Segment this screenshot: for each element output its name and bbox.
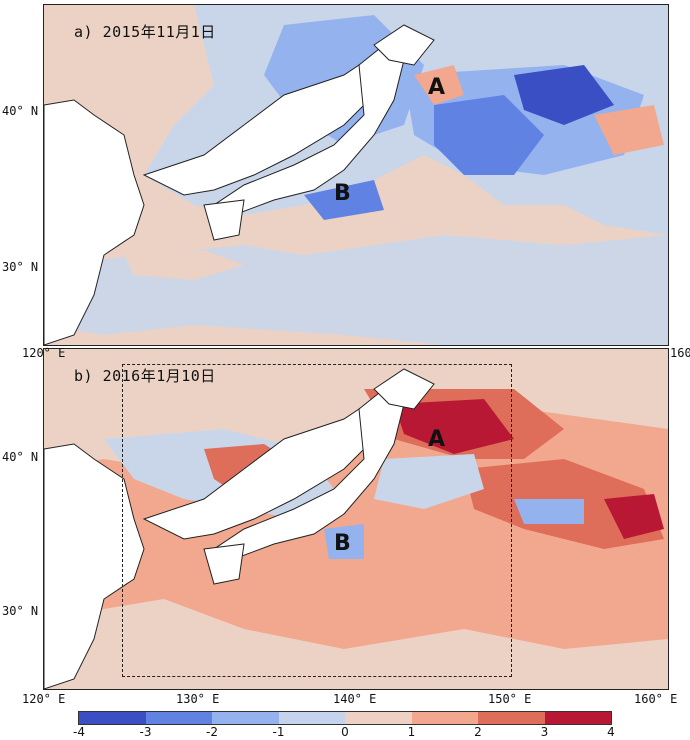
map-panel-b-field [44, 349, 668, 689]
colorbar-swatch [478, 712, 545, 724]
panel-a-title: a) 2015年11月1日 [74, 23, 216, 41]
colorbar-swatch [212, 712, 279, 724]
inset-dashed-box [122, 364, 512, 677]
lon-label-130e: 130° E [176, 692, 220, 706]
lon-label-150e: 150° E [488, 692, 532, 706]
colorbar [78, 711, 612, 725]
colorbar-tick-label: 1 [407, 725, 416, 739]
colorbar-swatch [79, 712, 146, 724]
map-panel-a-field [44, 5, 668, 345]
lon-label-140e: 140° E [333, 692, 377, 706]
marker-a-region: A [428, 427, 446, 452]
panel-b-title: b) 2016年1月10日 [74, 367, 216, 385]
colorbar-tick-label: 3 [540, 725, 549, 739]
marker-a-region: A [428, 75, 446, 100]
lat-label-30n-a: 30° N [2, 260, 39, 274]
colorbar-swatch [278, 712, 345, 724]
colorbar-tick-label: 4 [607, 725, 615, 739]
marker-b-region: B [334, 181, 351, 206]
map-panel-a: a) 2015年11月1日 A B [43, 4, 669, 346]
colorbar-swatch [411, 712, 478, 724]
lon-label-160e: 160° E [634, 692, 678, 706]
lon-label-120e-mid: 120° E [22, 346, 66, 360]
colorbar-swatch [345, 712, 412, 724]
colorbar-tick-label: 2 [474, 725, 482, 739]
colorbar-swatch [544, 712, 611, 724]
lon-label-160e-mid: 160° E [670, 346, 690, 360]
lat-label-40n-b: 40° N [2, 450, 39, 464]
lat-label-40n-a: 40° N [2, 104, 39, 118]
lon-label-120e: 120° E [22, 692, 66, 706]
marker-b-region: B [334, 531, 351, 556]
map-panel-b: b) 2016年1月10日 A B [43, 348, 669, 690]
colorbar-tick-label: -2 [206, 725, 218, 739]
lat-label-30n-b: 30° N [2, 604, 39, 618]
colorbar-swatch [145, 712, 212, 724]
colorbar-tick-label: 0 [341, 725, 349, 739]
colorbar-tick-label: -4 [73, 725, 85, 739]
colorbar-tick-label: -1 [272, 725, 285, 739]
colorbar-tick-label: -3 [139, 725, 152, 739]
